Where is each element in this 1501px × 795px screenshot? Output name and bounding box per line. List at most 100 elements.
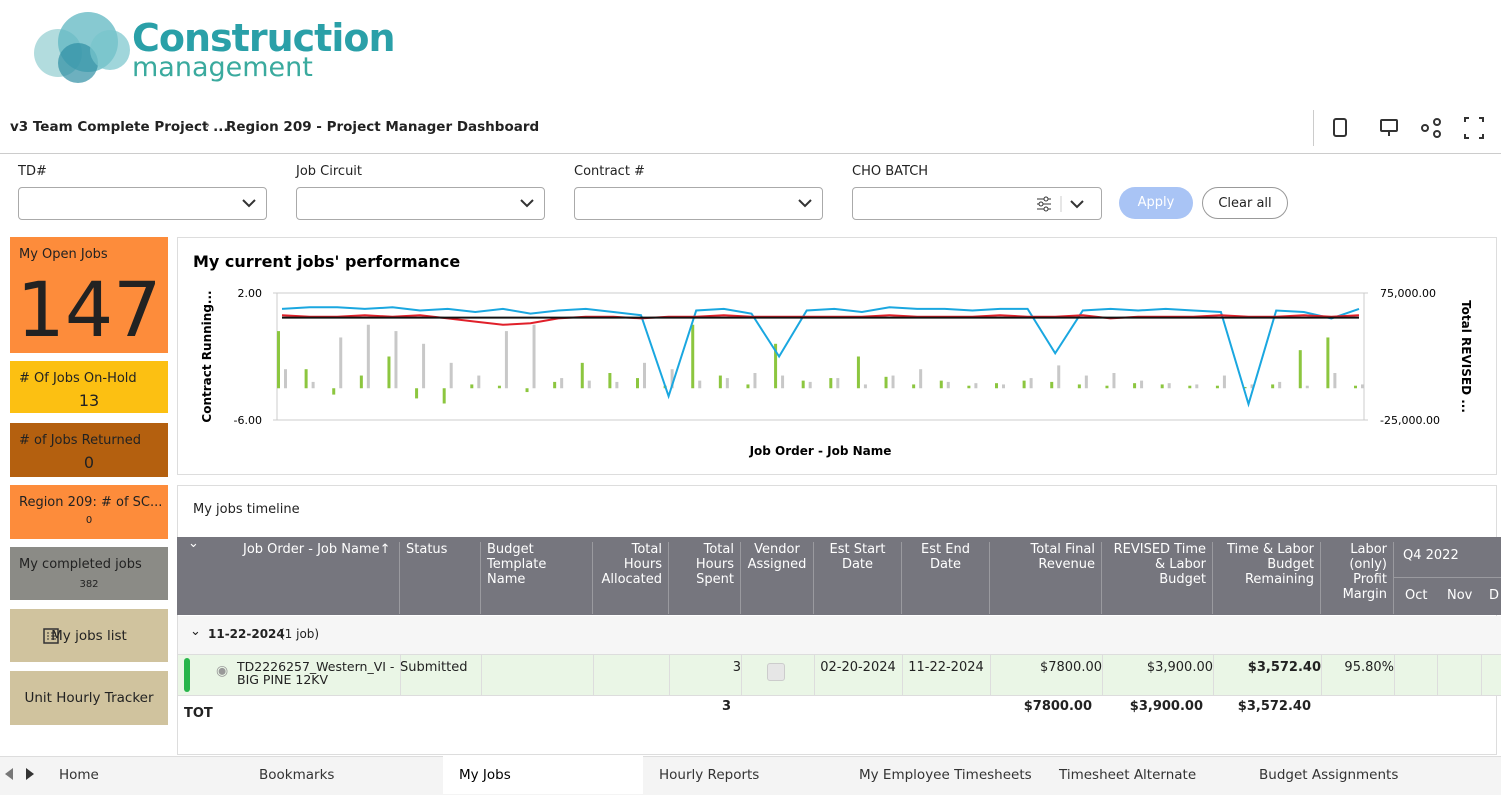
column-header[interactable]: Status [400, 542, 481, 614]
tab[interactable]: Bookmarks [259, 767, 335, 783]
bar [1298, 350, 1302, 389]
bar [560, 378, 564, 389]
tab-scroll[interactable] [2, 766, 38, 782]
toolbar[interactable] [1325, 112, 1495, 144]
group-date: 11-22-2024 [208, 627, 285, 641]
tab[interactable]: Budget Assignments [1259, 767, 1399, 783]
bar [725, 378, 729, 389]
kpi-tile[interactable] [10, 237, 168, 353]
cell: $3,572.40 [1247, 660, 1321, 675]
tab[interactable]: Home [59, 767, 99, 783]
column-header[interactable]: Time & Labor Budget Remaining [1213, 542, 1321, 614]
group-count: (1 job) [280, 627, 320, 641]
column-header[interactable]: Est End Date [902, 542, 990, 614]
status-stripe [184, 658, 190, 692]
kpi-label: # of Jobs Returned [19, 433, 142, 448]
tab-bar [0, 756, 1501, 795]
bar [1084, 375, 1088, 389]
bar [1105, 385, 1109, 389]
bar [1029, 378, 1033, 389]
bar [1333, 373, 1337, 389]
bar [477, 375, 481, 389]
kpi-tile[interactable] [10, 485, 168, 539]
active-tab [443, 756, 643, 794]
bar [497, 385, 501, 389]
data-row [178, 655, 1501, 696]
bar [884, 376, 888, 389]
column-header[interactable]: Job Order - Job Name↑ [237, 542, 400, 614]
column-header[interactable]: Total Hours Allocated [593, 542, 669, 614]
column-header[interactable]: REVISED Time & Labor Budget [1102, 542, 1213, 614]
bar [1305, 385, 1309, 389]
plot-frame [276, 292, 1365, 421]
tab[interactable]: My Employee Timesheets [859, 767, 1032, 783]
column-header[interactable]: Est Start Date [814, 542, 902, 614]
column-header[interactable]: Budget Template Name [481, 542, 593, 614]
cell-border [990, 655, 991, 695]
cell: 3 [732, 660, 741, 675]
bar [643, 362, 646, 389]
cell: 95.80% [1344, 660, 1394, 675]
y-tick-label: 2.00 [238, 287, 263, 300]
bar [311, 381, 315, 389]
total-cell: 3 [721, 699, 731, 714]
bar [698, 380, 702, 389]
bar [332, 388, 336, 395]
clear-button[interactable]: Clear all [1202, 187, 1288, 219]
breadcrumb-item[interactable]: v3 Team Complete Project ... [10, 119, 229, 135]
bar [284, 369, 287, 389]
kpi-tile[interactable] [10, 361, 168, 413]
bar [1077, 384, 1081, 389]
apply-button[interactable]: Apply [1119, 187, 1193, 219]
kpi-tile[interactable] [10, 423, 168, 477]
bar [691, 324, 695, 389]
group-icon[interactable]: ⌄ [190, 624, 201, 639]
column-header[interactable]: Total Final Revenue [990, 542, 1102, 614]
tab[interactable]: Hourly Reports [659, 767, 760, 783]
bar [1326, 337, 1330, 389]
breadcrumb-item: Region 209 - Project Manager Dashboard [226, 119, 540, 135]
filter-select[interactable] [852, 187, 1102, 220]
cell-border [1437, 655, 1438, 695]
bar [1354, 385, 1357, 389]
bar [608, 373, 612, 389]
bar [1271, 384, 1275, 389]
filter-select[interactable] [574, 187, 823, 220]
divider [1394, 577, 1501, 578]
kpi-label: My completed jobs [19, 557, 142, 572]
bar [670, 369, 674, 389]
breadcrumb-sep: › [205, 118, 211, 133]
tab[interactable]: My Jobs [459, 767, 511, 783]
total-cell: $7800.00 [1023, 699, 1092, 714]
line [281, 306, 1360, 408]
bar [387, 356, 391, 389]
kpi-tile[interactable] [10, 547, 168, 600]
view-icon[interactable]: ◉ [216, 663, 229, 679]
kpi-tile[interactable] [10, 609, 168, 662]
bar [891, 375, 895, 389]
filter-select[interactable] [296, 187, 545, 220]
bar [615, 381, 619, 389]
bar [1160, 384, 1164, 389]
bar [1050, 381, 1054, 389]
logo-subword: management [132, 52, 313, 83]
bar [1195, 384, 1199, 389]
cell-border [1213, 655, 1214, 695]
kpi-tile[interactable] [10, 671, 168, 725]
collapse-icon[interactable]: ⌄ [188, 536, 199, 551]
column-header: D [1489, 588, 1500, 603]
total-cell: TOT [184, 706, 213, 721]
bar [1167, 383, 1171, 389]
filter-select[interactable] [18, 187, 267, 220]
bar [1278, 381, 1282, 389]
divider [0, 153, 1501, 154]
column-header[interactable]: Vendor Assigned [741, 542, 814, 614]
column-header[interactable]: Labor (only) Profit Margin [1321, 542, 1394, 614]
checkbox[interactable] [767, 663, 785, 681]
column-header[interactable]: Total Hours Spent [669, 542, 741, 614]
cell-border [1321, 655, 1322, 695]
bar [781, 375, 785, 389]
kpi-value: 0 [83, 453, 95, 472]
tab[interactable]: Timesheet Alternate [1059, 767, 1197, 783]
